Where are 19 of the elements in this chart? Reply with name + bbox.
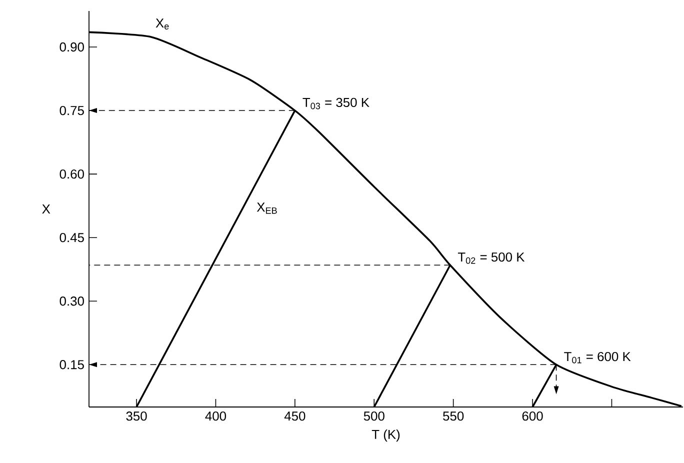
series-label: X$_{EB}$ (256, 202, 277, 214)
y-axis-title: X (42, 204, 50, 214)
x-tick-label: 450 (284, 412, 306, 421)
x-axis-title: T (K) (372, 430, 400, 442)
x-tick-label: 400 (205, 412, 226, 421)
y-tick-label: 0.75 (60, 106, 84, 116)
annotation: T$_{02}$ = 500 K (458, 252, 525, 264)
x-tick-label: 500 (364, 412, 384, 421)
y-tick-label: 0.60 (60, 169, 84, 179)
y-tick-label: 0.90 (60, 42, 84, 52)
y-tick-label: 0.30 (60, 296, 84, 306)
annotation: T$_{01}$ = 600 K (564, 352, 631, 364)
annotation: T$_{03}$ = 350 K (302, 98, 370, 110)
series-label: X$_{e}$ (156, 18, 169, 30)
x-tick-label: 350 (126, 412, 147, 421)
y-tick-label: 0.15 (60, 360, 84, 370)
y-tick-label: 0.45 (60, 233, 84, 242)
x-tick-label: 550 (443, 412, 464, 421)
x-tick-label: 600 (522, 412, 543, 421)
